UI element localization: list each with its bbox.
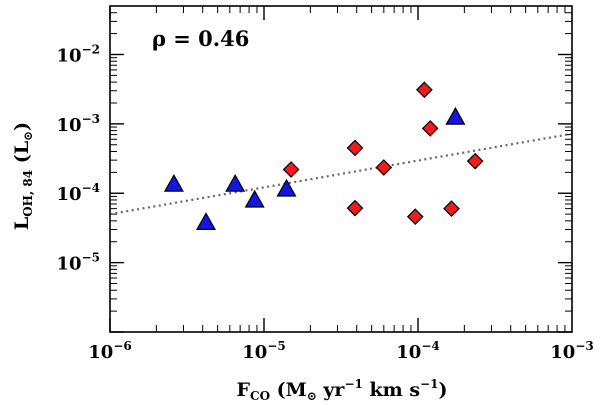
major-ticks [109, 6, 572, 333]
x-tick-label-0: 10−6 [88, 339, 131, 363]
y-axis-label: LOH, 84 (L⊙) [11, 122, 35, 230]
fit-line [109, 132, 573, 216]
triangles-point-5 [445, 106, 466, 125]
y-tick-label-3: 10−2 [57, 42, 100, 66]
diamonds-point-3 [375, 159, 393, 176]
plot-frame [109, 5, 573, 333]
triangles-point-2 [225, 173, 246, 192]
diamonds-point-6 [421, 120, 439, 137]
y-tick-label-2: 10−3 [57, 112, 100, 136]
x-tick-label-2: 10−4 [396, 339, 439, 363]
diamonds-point-2 [346, 199, 364, 217]
diamonds-point-4 [406, 208, 424, 225]
y-tick-labels: 10−5 10−4 10−3 10−2 [57, 42, 100, 274]
x-tick-label-1: 10−5 [242, 339, 285, 363]
data-points [163, 81, 484, 230]
diamonds-point-1 [346, 139, 364, 157]
minor-ticks [110, 5, 572, 332]
correlation-annotation: ρ = 0.46 [152, 26, 249, 51]
diamonds-point-0 [282, 161, 300, 178]
diamonds-point-7 [443, 200, 460, 217]
diamonds-point-8 [466, 152, 484, 170]
y-tick-label-0: 10−5 [57, 251, 100, 275]
y-tick-label-1: 10−4 [57, 181, 100, 205]
triangles-point-0 [163, 173, 184, 192]
triangles-point-3 [244, 189, 265, 208]
x-tick-labels: 10−6 10−5 10−4 10−3 [88, 339, 593, 363]
triangles-point-4 [276, 178, 297, 197]
triangles-point-1 [195, 212, 217, 230]
diamonds-point-5 [416, 81, 433, 99]
x-axis-label: FCO (M⊙ yr−1 km s−1) [237, 377, 448, 403]
x-tick-label-3: 10−3 [550, 339, 593, 363]
